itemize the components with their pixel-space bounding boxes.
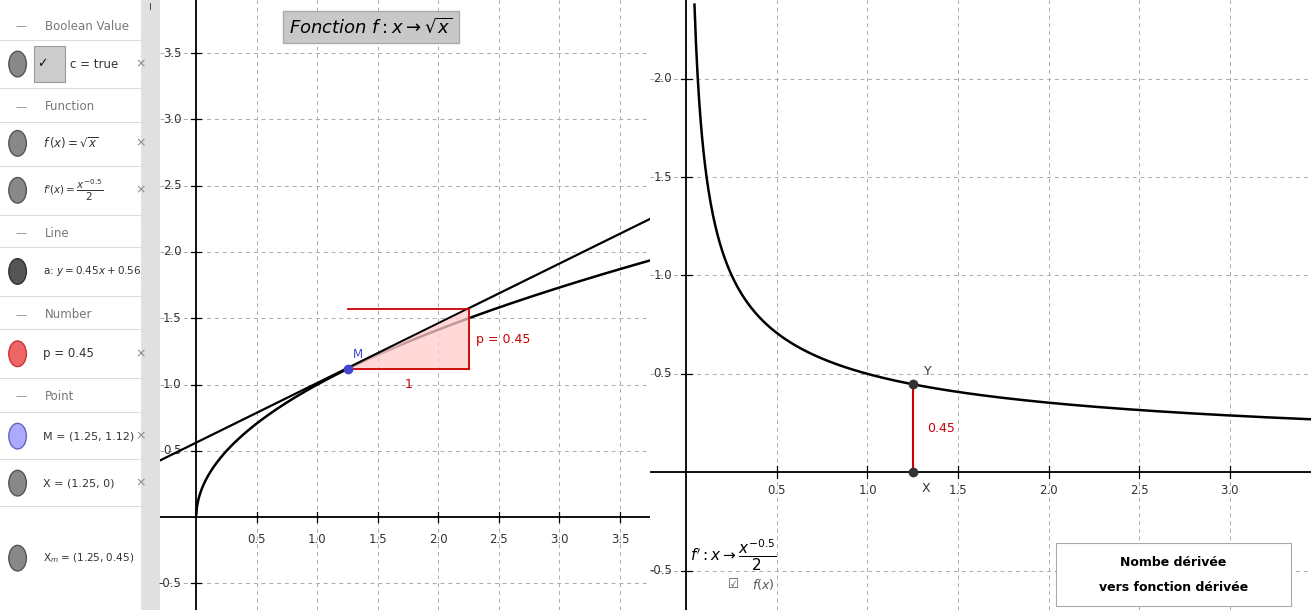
Text: 0.5: 0.5 — [653, 367, 673, 381]
Text: —: — — [16, 21, 26, 31]
Text: 2.5: 2.5 — [1130, 484, 1148, 497]
Text: 1.0: 1.0 — [859, 484, 877, 497]
Text: $f(x)$: $f(x)$ — [751, 577, 773, 592]
Text: X = (1.25, 0): X = (1.25, 0) — [43, 478, 114, 488]
Text: c = true: c = true — [71, 57, 118, 71]
Text: Function: Function — [45, 100, 94, 113]
Text: vers fonction dérivée: vers fonction dérivée — [1099, 581, 1248, 594]
Text: Line: Line — [45, 226, 69, 240]
Text: 3.0: 3.0 — [1221, 484, 1239, 497]
Text: —: — — [16, 228, 26, 238]
Text: $f'(x) = \dfrac{x^{-0.5}}{2}$: $f'(x) = \dfrac{x^{-0.5}}{2}$ — [43, 178, 104, 203]
Text: M = (1.25, 1.12): M = (1.25, 1.12) — [43, 431, 135, 441]
Text: $f' : x \rightarrow \dfrac{x^{-0.5}}{2}$: $f' : x \rightarrow \dfrac{x^{-0.5}}{2}$ — [690, 537, 777, 573]
Text: 1.0: 1.0 — [653, 269, 673, 282]
Text: ×: × — [135, 476, 146, 490]
Text: ×: × — [135, 184, 146, 197]
Text: Number: Number — [45, 308, 92, 321]
Ellipse shape — [9, 470, 26, 496]
Ellipse shape — [9, 131, 26, 156]
Ellipse shape — [9, 545, 26, 571]
Text: 1.5: 1.5 — [949, 484, 968, 497]
Text: 1.5: 1.5 — [163, 312, 182, 325]
Text: $f\,(x) = \sqrt{x}$: $f\,(x) = \sqrt{x}$ — [43, 135, 100, 151]
Text: 1.5: 1.5 — [653, 171, 673, 184]
Ellipse shape — [9, 341, 26, 367]
Ellipse shape — [9, 178, 26, 203]
Text: 1.0: 1.0 — [163, 378, 182, 391]
Text: 1.5: 1.5 — [368, 533, 387, 546]
Text: —: — — [16, 392, 26, 401]
Text: X$_m$ = (1.25, 0.45): X$_m$ = (1.25, 0.45) — [43, 551, 135, 565]
Text: 1.0: 1.0 — [308, 533, 326, 546]
Text: ×: × — [135, 137, 146, 150]
Text: -0.5: -0.5 — [159, 577, 182, 590]
Text: 2.0: 2.0 — [163, 245, 182, 259]
Text: 0.45: 0.45 — [927, 422, 956, 435]
Text: 2.5: 2.5 — [489, 533, 509, 546]
Text: —: — — [16, 102, 26, 112]
Text: $\mathit{Fonction}\ \mathit{f} : x \rightarrow \sqrt{x}$: $\mathit{Fonction}\ \mathit{f} : x \righ… — [288, 18, 452, 37]
Text: 2.0: 2.0 — [429, 533, 447, 546]
Text: ✓: ✓ — [37, 57, 47, 71]
Text: 3.5: 3.5 — [611, 533, 629, 546]
Text: p = 0.45: p = 0.45 — [43, 347, 94, 361]
Text: Y: Y — [924, 365, 931, 378]
Text: -0.5: -0.5 — [649, 564, 673, 577]
FancyBboxPatch shape — [34, 46, 64, 82]
Text: ×: × — [135, 429, 146, 443]
Text: 2.0: 2.0 — [653, 72, 673, 85]
Ellipse shape — [9, 423, 26, 449]
Text: M: M — [353, 348, 363, 361]
Text: 3.0: 3.0 — [164, 113, 182, 126]
Text: Boolean Value: Boolean Value — [45, 20, 128, 33]
FancyBboxPatch shape — [1055, 543, 1291, 606]
Text: —: — — [16, 310, 26, 320]
Text: X: X — [922, 482, 931, 495]
Text: 3.5: 3.5 — [164, 46, 182, 60]
Text: p = 0.45: p = 0.45 — [476, 332, 530, 346]
Text: 2.5: 2.5 — [163, 179, 182, 192]
Text: 0.5: 0.5 — [768, 484, 787, 497]
Text: ×: × — [135, 347, 146, 361]
Text: 1: 1 — [404, 378, 412, 391]
Text: a: $y = 0.45x + 0.56$: a: $y = 0.45x + 0.56$ — [43, 265, 142, 278]
Bar — [140, 0, 160, 610]
Ellipse shape — [9, 51, 26, 77]
Ellipse shape — [9, 259, 26, 284]
Text: ☑: ☑ — [728, 578, 739, 591]
Text: Point: Point — [45, 390, 75, 403]
Text: 2.0: 2.0 — [1040, 484, 1058, 497]
Text: 0.5: 0.5 — [164, 444, 182, 458]
Text: 0.5: 0.5 — [248, 533, 266, 546]
Polygon shape — [347, 309, 468, 369]
Text: 3.0: 3.0 — [551, 533, 569, 546]
Text: Nombe dérivée: Nombe dérivée — [1120, 556, 1227, 569]
Text: ×: × — [135, 57, 146, 71]
